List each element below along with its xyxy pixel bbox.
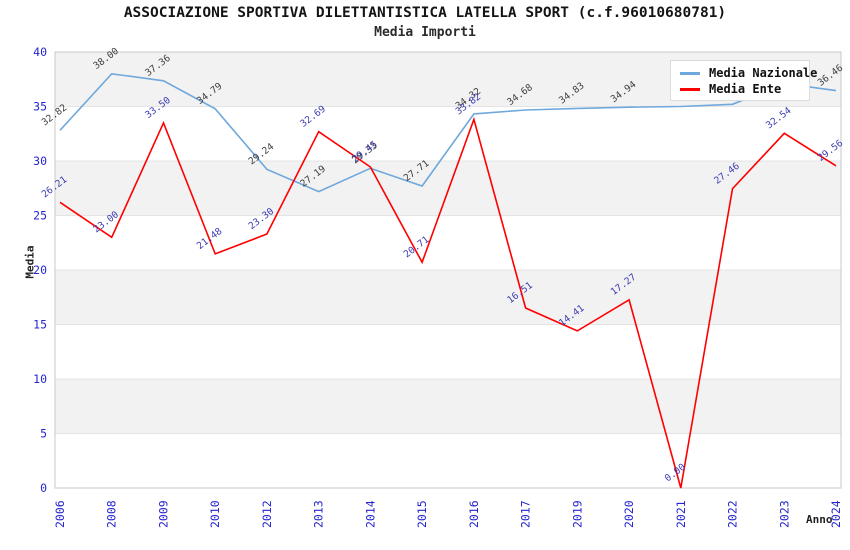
y-tick-label: 35 xyxy=(33,100,47,114)
legend-label-media-nazionale: Media Nazionale xyxy=(709,66,818,80)
legend-item-media-nazionale: Media Nazionale xyxy=(680,65,817,81)
chart-subtitle: Media Importi xyxy=(374,25,476,40)
x-axis-title: Anno xyxy=(806,513,833,526)
legend-item-media-ente: Media Ente xyxy=(680,81,809,97)
x-tick-label: 2006 xyxy=(53,500,67,528)
y-tick-label: 40 xyxy=(33,45,47,59)
y-tick-label: 25 xyxy=(33,209,47,223)
plot-band xyxy=(55,270,841,325)
series-line xyxy=(59,72,837,193)
x-tick-label: 2014 xyxy=(363,500,377,528)
ente-line-swatch-icon xyxy=(680,87,700,91)
y-tick-label: 20 xyxy=(33,263,47,277)
y-tick-label: 30 xyxy=(33,154,47,168)
nazionale-line-swatch-icon xyxy=(680,71,700,75)
plot-band xyxy=(55,324,841,379)
legend: Media Nazionale Media Ente xyxy=(670,60,817,101)
plot-border xyxy=(54,51,842,489)
x-tick-label: 2020 xyxy=(622,500,636,528)
x-tick-label: 2016 xyxy=(467,500,481,528)
x-tick-label: 2008 xyxy=(105,500,119,528)
x-tick-label: 2022 xyxy=(726,500,740,528)
y-tick-label: 0 xyxy=(40,481,47,495)
x-tick-label: 2017 xyxy=(519,500,533,528)
y-tick-label: 10 xyxy=(33,372,47,386)
plot-band xyxy=(55,106,841,161)
legend-label-media-ente: Media Ente xyxy=(709,82,782,96)
plot-band xyxy=(55,379,841,434)
x-tick-label: 2023 xyxy=(777,500,791,528)
chart-title: ASSOCIAZIONE SPORTIVA DILETTANTISTICA LA… xyxy=(123,5,727,21)
x-tick-label: 2010 xyxy=(208,500,222,528)
plot-band xyxy=(55,433,841,488)
plot-band xyxy=(55,161,841,216)
x-tick-label: 2012 xyxy=(260,500,274,528)
plot-band xyxy=(55,215,841,270)
y-tick-label: 15 xyxy=(33,318,47,332)
x-tick-label: 2015 xyxy=(415,500,429,528)
y-axis-title: Media xyxy=(23,245,37,279)
x-tick-label: 2013 xyxy=(312,500,326,528)
x-tick-label: 2021 xyxy=(674,500,688,528)
x-tick-label: 2019 xyxy=(570,500,584,528)
x-tick-label: 2009 xyxy=(157,500,171,528)
series-line xyxy=(59,116,837,489)
y-tick-label: 5 xyxy=(40,427,47,441)
x-tick-label: 2024 xyxy=(829,500,843,528)
